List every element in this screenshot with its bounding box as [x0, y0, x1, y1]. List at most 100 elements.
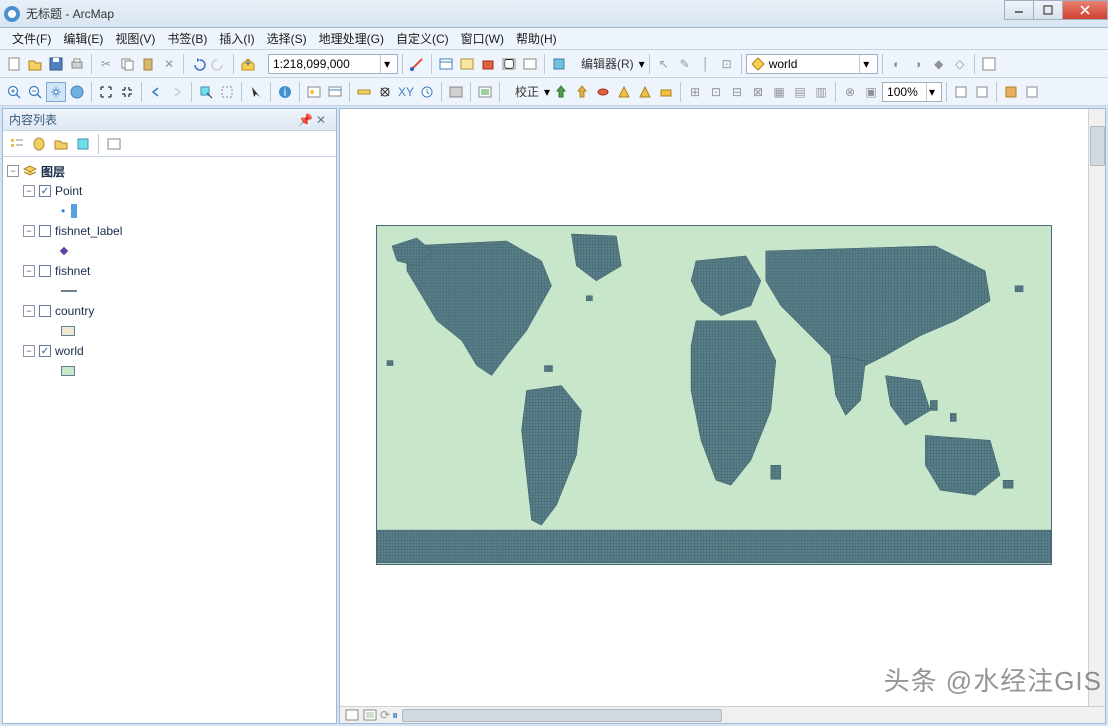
tool-r1-icon[interactable]	[951, 82, 971, 102]
layer-item[interactable]: − fishnet	[3, 261, 336, 281]
zoom-in-icon[interactable]	[4, 82, 24, 102]
layer-item[interactable]: − Point	[3, 181, 336, 201]
next-extent-icon[interactable]	[167, 82, 187, 102]
layer-symbol[interactable]	[3, 241, 336, 261]
layer-symbol[interactable]	[3, 321, 336, 341]
expander-icon[interactable]: −	[23, 345, 35, 357]
georef-disabled2-icon[interactable]: ⊡	[706, 82, 726, 102]
menu-view[interactable]: 视图(V)	[109, 28, 161, 49]
close-button[interactable]	[1062, 0, 1108, 20]
layer-checkbox[interactable]	[39, 305, 51, 317]
arctoolbox-icon[interactable]	[478, 54, 498, 74]
georef-icon4[interactable]	[614, 82, 634, 102]
georef-label[interactable]: 校正	[511, 83, 543, 100]
menu-selection[interactable]: 选择(S)	[261, 28, 313, 49]
refresh-icon[interactable]: ⟳	[380, 708, 390, 723]
expander-icon[interactable]: −	[23, 185, 35, 197]
maximize-button[interactable]	[1033, 0, 1063, 20]
close-panel-icon[interactable]: ✕	[316, 113, 330, 127]
editor-label[interactable]: 编辑器(R)	[577, 55, 638, 72]
menu-edit[interactable]: 编辑(E)	[57, 28, 109, 49]
vertical-scrollbar[interactable]	[1088, 109, 1105, 706]
fixed-zoom-out-icon[interactable]	[117, 82, 137, 102]
menu-insert[interactable]: 插入(I)	[213, 28, 260, 49]
layer-item[interactable]: − fishnet_label	[3, 221, 336, 241]
clear-selection-icon[interactable]	[217, 82, 237, 102]
layer-checkbox[interactable]	[39, 265, 51, 277]
modelbuilder-icon[interactable]	[520, 54, 540, 74]
menu-customize[interactable]: 自定义(C)	[390, 28, 455, 49]
catalog-icon[interactable]	[436, 54, 456, 74]
edit-tool2-icon[interactable]: ✎	[675, 54, 695, 74]
copy-icon[interactable]	[117, 54, 137, 74]
menu-file[interactable]: 文件(F)	[6, 28, 57, 49]
new-icon[interactable]	[4, 54, 24, 74]
add-data-icon[interactable]: +	[238, 54, 258, 74]
expander-icon[interactable]: −	[7, 165, 19, 177]
target-layer-combo[interactable]: world ▾	[746, 54, 878, 74]
tool-r3-icon[interactable]	[1001, 82, 1021, 102]
edit-tool-icon[interactable]: ↖	[654, 54, 674, 74]
scale-combo[interactable]: ▾	[268, 54, 398, 74]
prev-extent-icon[interactable]	[146, 82, 166, 102]
open-icon[interactable]	[25, 54, 45, 74]
expander-icon[interactable]: −	[23, 265, 35, 277]
georef-icon6[interactable]	[656, 82, 676, 102]
viewer-window-icon[interactable]	[475, 82, 495, 102]
geo-tool3-icon[interactable]: ◆	[929, 54, 949, 74]
layer-symbol[interactable]	[3, 361, 336, 381]
zoom-combo[interactable]: ▾	[882, 82, 942, 102]
geo-tool5-icon[interactable]	[979, 54, 999, 74]
redo-icon[interactable]	[209, 54, 229, 74]
select-features-icon[interactable]	[196, 82, 216, 102]
list-by-source-icon[interactable]	[29, 134, 49, 154]
tool-r2-icon[interactable]	[972, 82, 992, 102]
select-elements-icon[interactable]	[246, 82, 266, 102]
zoom-input[interactable]	[887, 85, 926, 99]
find-icon[interactable]	[375, 82, 395, 102]
measure-icon[interactable]	[354, 82, 374, 102]
horizontal-scrollbar[interactable]	[402, 708, 1105, 723]
georef-disabled5-icon[interactable]: ▦	[769, 82, 789, 102]
layer-checkbox[interactable]	[39, 225, 51, 237]
scrollbar-thumb[interactable]	[402, 709, 722, 722]
identify-icon[interactable]: i	[275, 82, 295, 102]
cut-icon[interactable]: ✂	[96, 54, 116, 74]
edit-tool3-icon[interactable]: │	[696, 54, 716, 74]
georef-disabled8-icon[interactable]: ⊗	[840, 82, 860, 102]
go-to-xy-icon[interactable]: XY	[396, 82, 416, 102]
data-view-icon[interactable]	[344, 708, 360, 722]
expander-icon[interactable]: −	[23, 225, 35, 237]
zoom-out-icon[interactable]	[25, 82, 45, 102]
toc-options-icon[interactable]	[104, 134, 124, 154]
layout-view-icon[interactable]	[362, 708, 378, 722]
map-view[interactable]: ⟳ ⏸	[339, 108, 1106, 724]
georef-disabled3-icon[interactable]: ⊟	[727, 82, 747, 102]
pin-icon[interactable]: 📌	[298, 113, 312, 127]
tool-r4-icon[interactable]	[1022, 82, 1042, 102]
georef-disabled9-icon[interactable]: ▣	[861, 82, 881, 102]
pause-icon[interactable]: ⏸	[392, 708, 398, 723]
editor-toolbar-icon[interactable]	[407, 54, 427, 74]
chevron-down-icon[interactable]: ▾	[859, 55, 873, 73]
tool-misc-icon[interactable]	[549, 54, 569, 74]
full-extent-icon[interactable]	[67, 82, 87, 102]
list-by-drawing-icon[interactable]	[7, 134, 27, 154]
geo-tool2-icon[interactable]: ◑	[908, 54, 928, 74]
chevron-down-icon[interactable]: ▾	[639, 57, 645, 71]
georef-icon1[interactable]	[551, 82, 571, 102]
hyperlink-icon[interactable]	[304, 82, 324, 102]
geo-tool1-icon[interactable]: ◐	[887, 54, 907, 74]
layer-item[interactable]: − country	[3, 301, 336, 321]
edit-tool4-icon[interactable]: ⊡	[717, 54, 737, 74]
layer-item[interactable]: − world	[3, 341, 336, 361]
chevron-down-icon[interactable]: ▾	[544, 85, 550, 99]
paste-icon[interactable]	[138, 54, 158, 74]
layer-checkbox[interactable]	[39, 345, 51, 357]
python-icon[interactable]: ▢	[499, 54, 519, 74]
print-icon[interactable]	[67, 54, 87, 74]
minimize-button[interactable]	[1004, 0, 1034, 20]
georef-disabled1-icon[interactable]: ⊞	[685, 82, 705, 102]
chevron-down-icon[interactable]: ▾	[926, 83, 937, 101]
create-viewer-icon[interactable]	[446, 82, 466, 102]
